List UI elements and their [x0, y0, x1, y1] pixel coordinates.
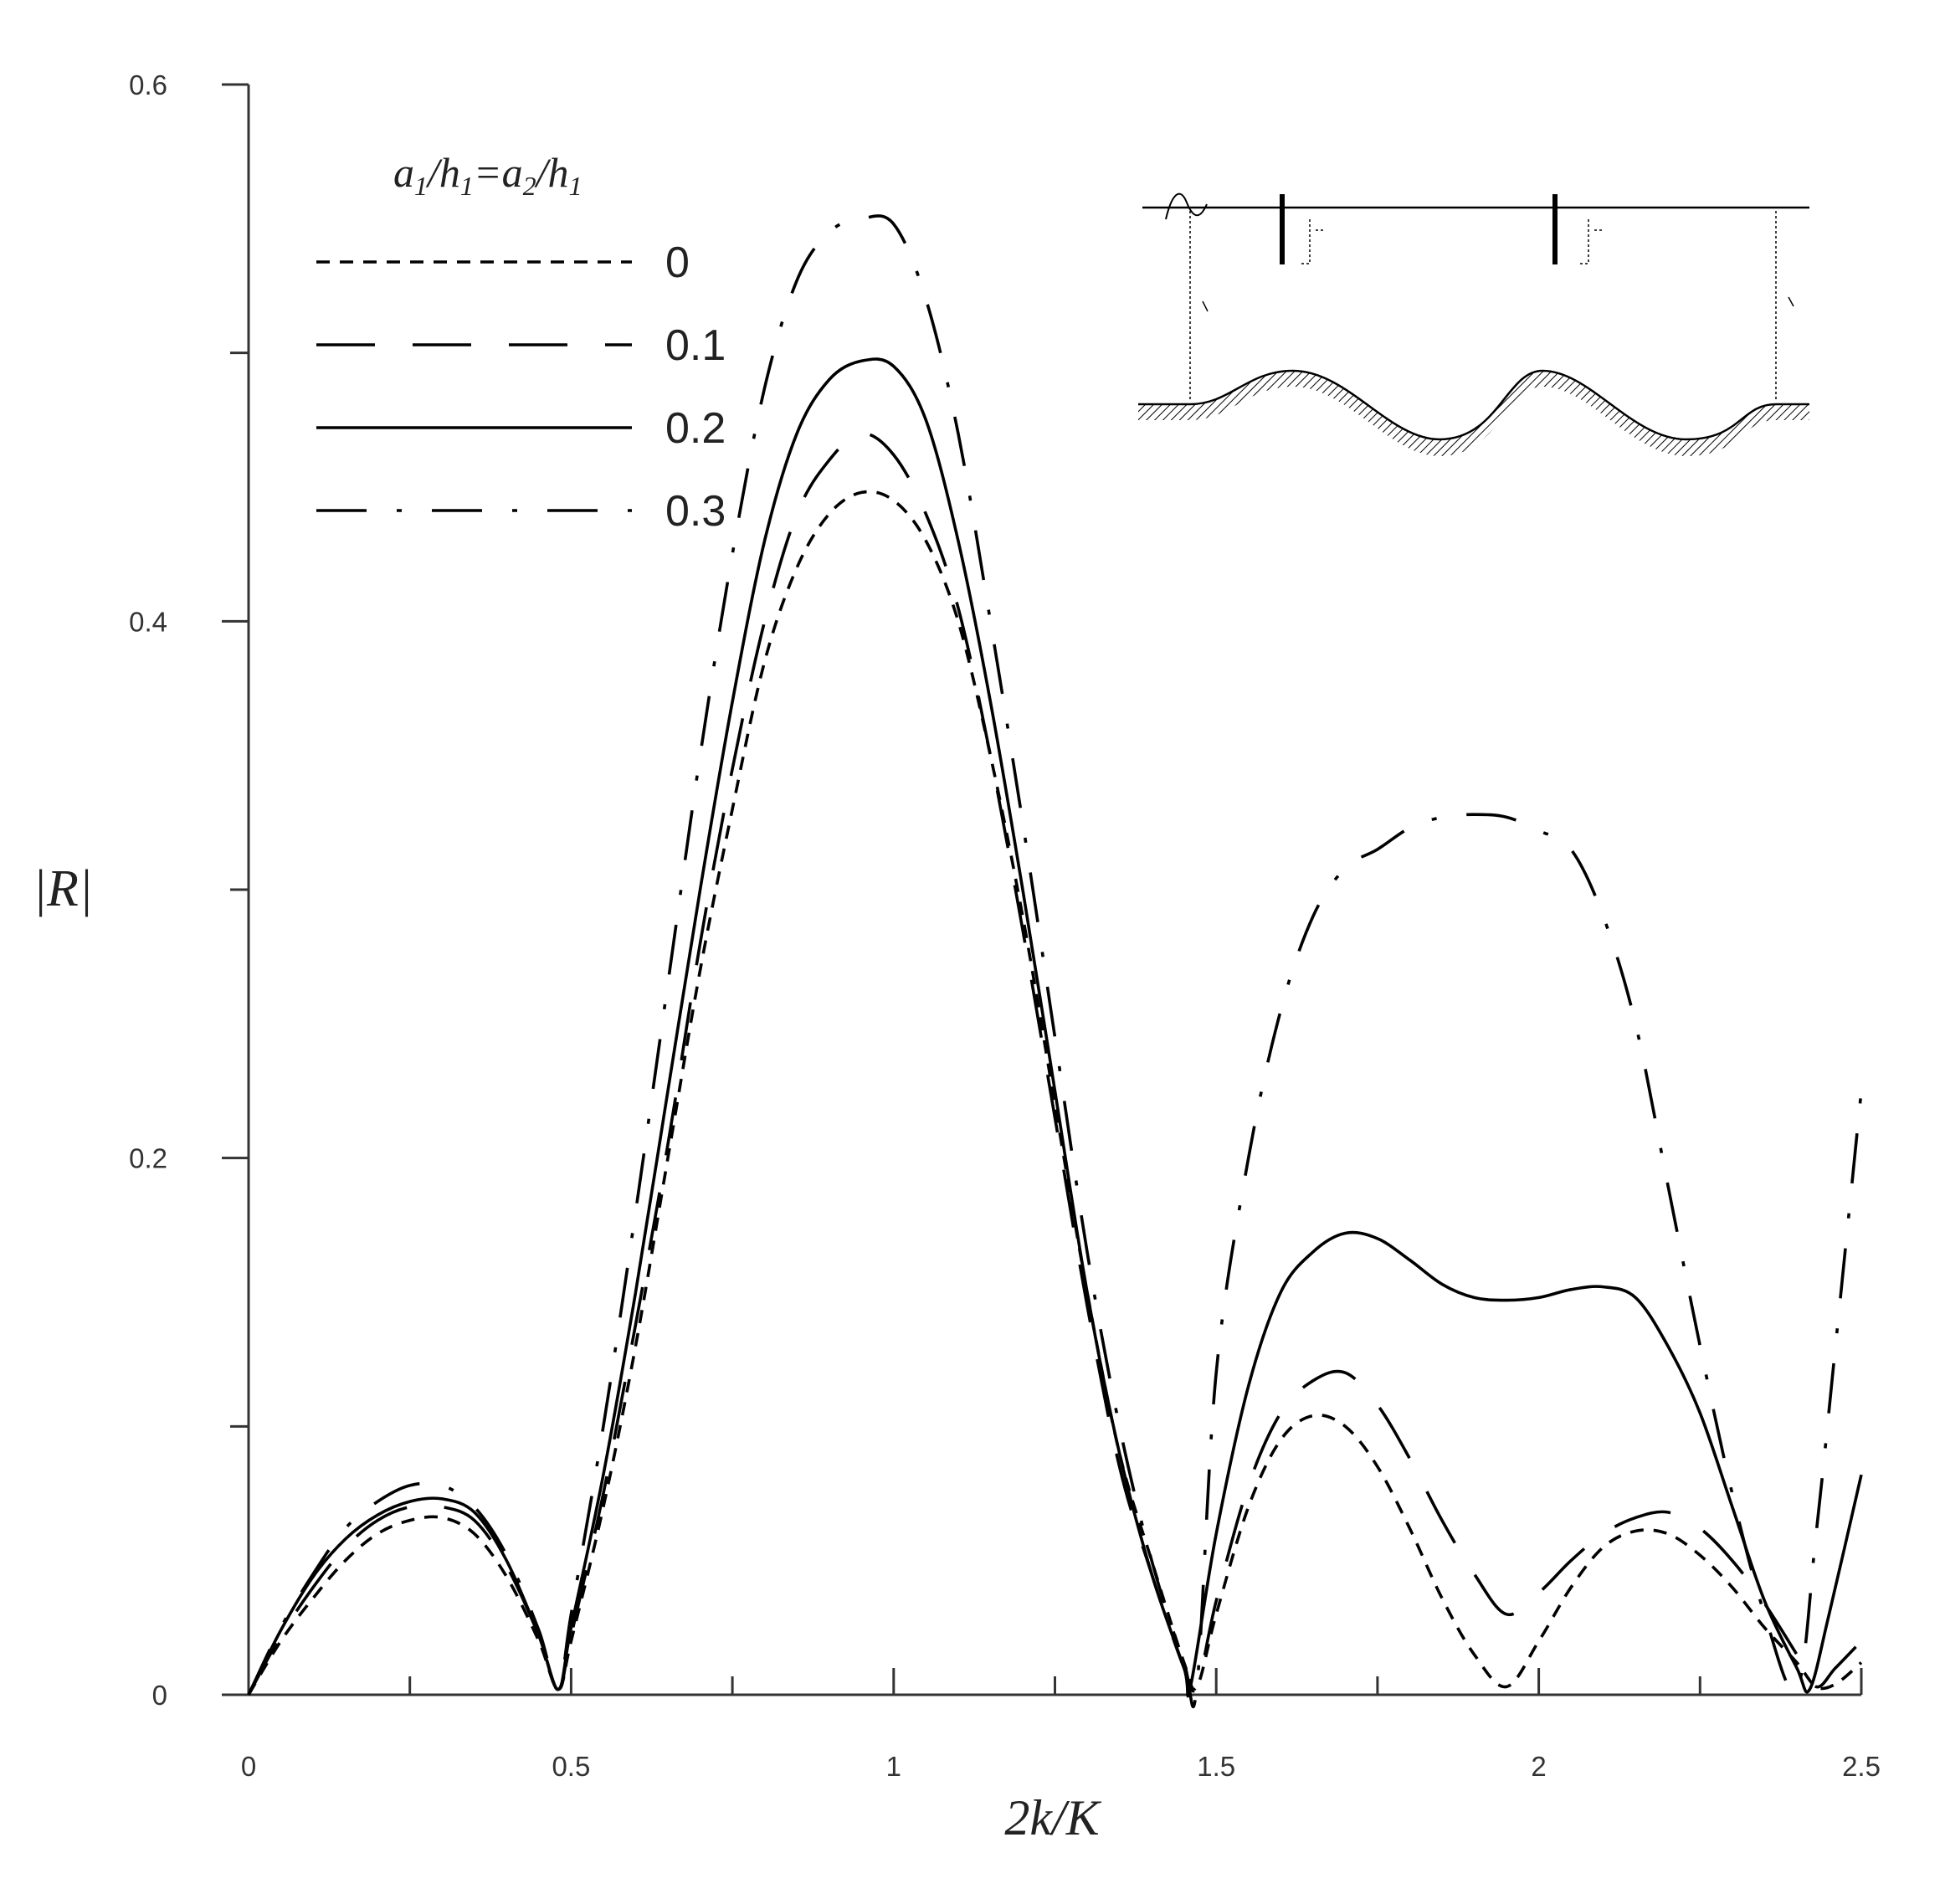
legend-title-sub1: 1: [414, 171, 428, 201]
x-tick-label: 1: [886, 1751, 901, 1782]
y-tick-label: 0: [152, 1680, 167, 1711]
inset-mark-left: [1202, 300, 1209, 312]
series-line-0-1: [247, 432, 1863, 1696]
inset-barrier-2: [1552, 194, 1558, 264]
legend-label: 0: [665, 239, 690, 287]
x-tick-label: 0: [241, 1751, 256, 1782]
y-tick-label: 0.2: [129, 1143, 167, 1174]
series-line-0-2: [247, 357, 1863, 1698]
legend-label: 0.2: [665, 404, 726, 453]
y-tick-label: 0.4: [129, 606, 167, 637]
axes: [247, 85, 1861, 1696]
legend: a1/h1=a2/h1 00.10.20.3: [316, 149, 726, 536]
series-line-0-3: [247, 214, 1863, 1709]
x-axis-title: 2k/K: [1004, 1790, 1101, 1845]
legend-title-h1: /h: [425, 149, 460, 196]
y-ticks: 0 0.2 0.4 0.6: [129, 69, 249, 1711]
legend-label: 0.1: [665, 321, 726, 370]
legend-title-sub3: 2: [523, 171, 536, 201]
legend-label: 0.3: [665, 487, 726, 536]
inset-barrier-1: [1280, 194, 1285, 264]
legend-title-eq: =a: [474, 149, 523, 196]
x-ticks: 0 0.5 1 1.5 2 2.5: [241, 1668, 1881, 1782]
legend-title-sub2: 1: [460, 171, 474, 201]
inset-bracket-2: [1580, 219, 1603, 264]
inset-incident-wave-icon: [1165, 192, 1208, 220]
legend-title-h2: /h: [534, 149, 569, 196]
series-layer: [247, 214, 1863, 1709]
inset-schematic: [1138, 192, 1809, 456]
x-tick-label: 0.5: [552, 1751, 590, 1782]
x-tick-label: 2: [1531, 1751, 1546, 1782]
legend-title: a1/h1=a2/h1: [393, 149, 582, 201]
inset-bracket-1: [1301, 219, 1324, 264]
inset-seabed-hatch: [1138, 371, 1809, 456]
y-tick-label: 0.6: [129, 69, 167, 100]
legend-title-sub4: 1: [569, 171, 582, 201]
legend-items: 0 0.1 0.2 0.3: [316, 239, 726, 536]
x-tick-label: 2.5: [1842, 1751, 1881, 1782]
legend-title-a1: a: [393, 149, 414, 196]
inset-mark-right: [1788, 296, 1794, 307]
x-tick-label: 1.5: [1197, 1751, 1235, 1782]
inset-seabed-line: [1138, 369, 1809, 441]
series-line-0: [247, 490, 1863, 1696]
y-axis-title: |R|: [33, 860, 93, 917]
